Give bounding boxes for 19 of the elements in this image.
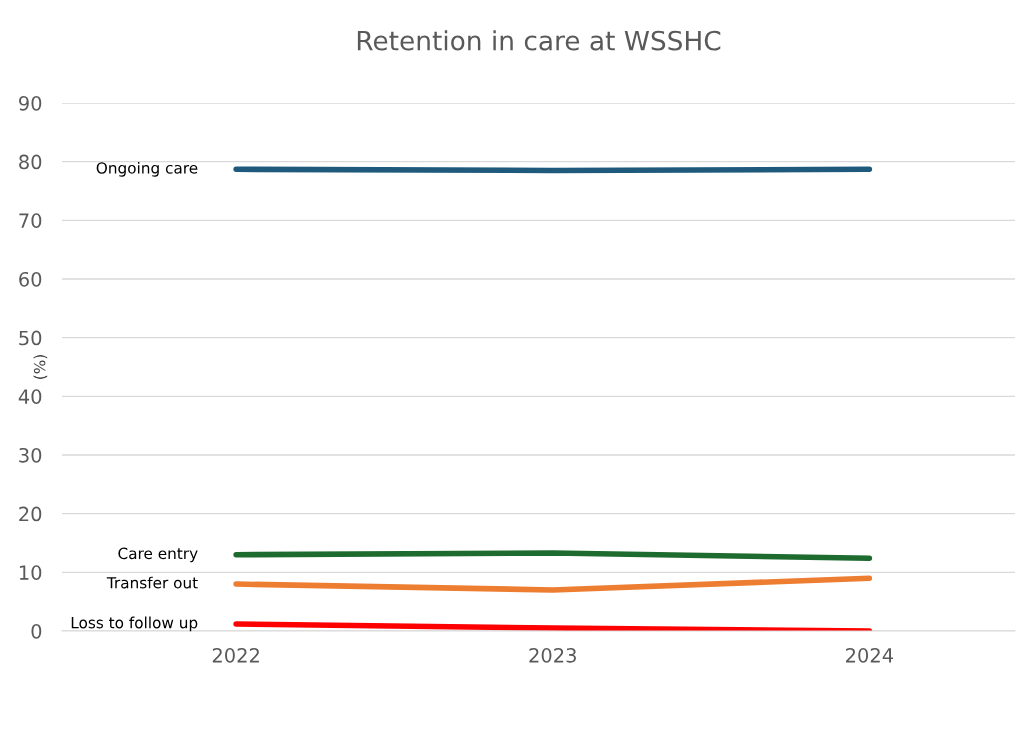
y-axis-title: (%) (33, 355, 48, 379)
y-tick-label: 0 (31, 623, 42, 639)
y-tick-label: 50 (19, 330, 42, 346)
text: Ongoing care (96, 161, 198, 177)
y-tick-label: 10 (19, 565, 42, 580)
x-tick-label: 2023 (529, 648, 576, 663)
y-tick-label: 80 (19, 154, 42, 170)
text: Transfer out (106, 576, 198, 589)
y-tick-label: 60 (19, 271, 42, 287)
y-tick-label: 90 (19, 95, 42, 111)
y-tick-label: 20 (19, 506, 42, 522)
x-tick-label: 2024 (846, 648, 894, 663)
chart-title: Retention in care at WSSHC (357, 30, 721, 51)
y-tick-label: 30 (19, 447, 42, 463)
text: Loss to follow up (71, 616, 198, 632)
y-tick-label: 40 (18, 389, 42, 404)
y-tick-label: 70 (19, 213, 42, 228)
text: Care entry (118, 547, 198, 563)
x-tick-label: 2022 (212, 648, 259, 663)
